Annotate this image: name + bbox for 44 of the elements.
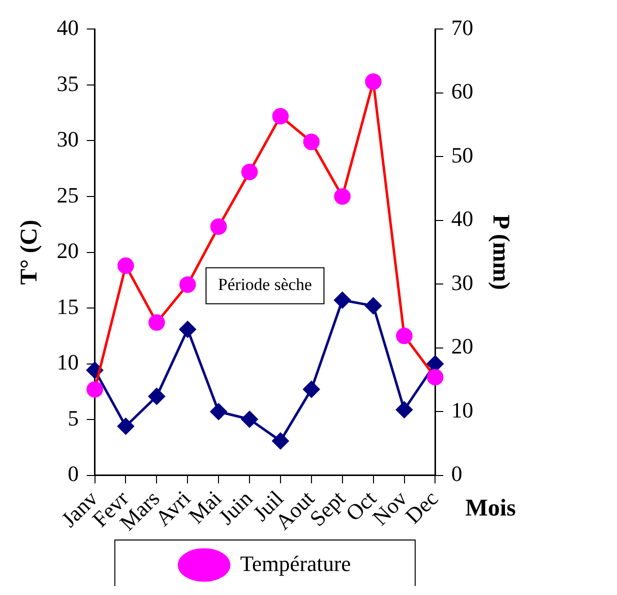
point [334, 188, 351, 205]
y-tick-label: 25 [56, 182, 79, 208]
point [210, 403, 227, 420]
y2-tick-label: 50 [451, 142, 474, 168]
point [179, 321, 196, 338]
point [396, 401, 413, 418]
x-axis-title: Mois [465, 496, 516, 522]
point [241, 164, 258, 180]
point [241, 411, 258, 428]
y2-tick-label: 70 [451, 14, 474, 40]
y-tick-label: 35 [56, 70, 79, 96]
y2-tick-label: 40 [451, 206, 474, 232]
annotation: Période sèche [218, 275, 312, 294]
point [334, 292, 351, 308]
y-tick-label: 15 [56, 294, 79, 319]
point [303, 134, 320, 150]
point [272, 432, 289, 450]
point [303, 381, 320, 398]
point [396, 328, 413, 344]
point [365, 298, 382, 314]
point [117, 257, 134, 274]
point [117, 418, 134, 435]
y-tick-label: 40 [56, 14, 79, 40]
y2-tick-label: 10 [451, 397, 474, 422]
point [86, 381, 104, 398]
y-tick-label: 30 [56, 126, 79, 152]
y2-axis-title: P (mm) [487, 214, 514, 290]
y2-tick-label: 30 [451, 270, 474, 295]
y-tick-label: 0 [68, 461, 79, 486]
y-axis-title: T° (C) [16, 220, 43, 285]
y2-tick-label: 20 [451, 334, 474, 359]
point [210, 218, 227, 235]
point [148, 314, 165, 331]
legend-label: Température [240, 550, 351, 576]
y-tick-label: 10 [56, 350, 79, 375]
y-tick-label: 5 [68, 405, 79, 430]
y2-tick-label: 60 [451, 78, 474, 104]
point [426, 368, 444, 386]
y-tick-label: 20 [56, 238, 79, 264]
point [272, 108, 289, 124]
point [365, 73, 382, 90]
point [179, 276, 196, 293]
y2-tick-label: 0 [451, 461, 462, 486]
point [148, 388, 165, 405]
